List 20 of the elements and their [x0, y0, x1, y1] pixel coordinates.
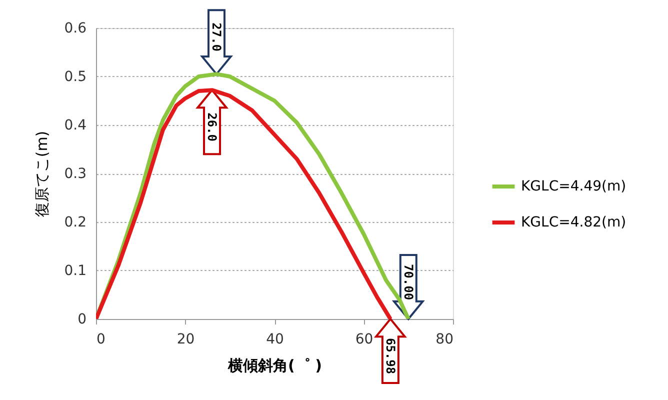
y-tick-label: 0.5	[64, 69, 86, 85]
x-tick-label: 0	[96, 332, 106, 348]
x-tick-label: 20	[176, 332, 195, 348]
y-tick-label: 0.3	[64, 166, 86, 182]
y-axis-title: 復原てこ(m)	[33, 130, 52, 218]
annotation: 70.00	[401, 264, 416, 300]
y-tick-label: 0.1	[64, 263, 86, 279]
annotation: 26.0	[205, 112, 220, 142]
x-tick-label: 60	[355, 332, 374, 348]
y-tick-label: 0.4	[64, 118, 87, 134]
y-tick-label: 0.2	[64, 214, 86, 230]
annotation: 65.98	[383, 338, 398, 374]
y-tick-label: 0	[78, 312, 86, 328]
y-tick-label: 0.6	[64, 20, 87, 36]
x-axis-title: 横傾斜角(゜ )	[227, 356, 322, 374]
annotation: 27.0	[209, 22, 224, 52]
x-tick-label: 80	[436, 332, 454, 348]
legend-label: KGLC=4.49(m)	[521, 178, 626, 194]
x-tick-label: 40	[266, 332, 284, 348]
legend-label: KGLC=4.82(m)	[521, 214, 626, 230]
